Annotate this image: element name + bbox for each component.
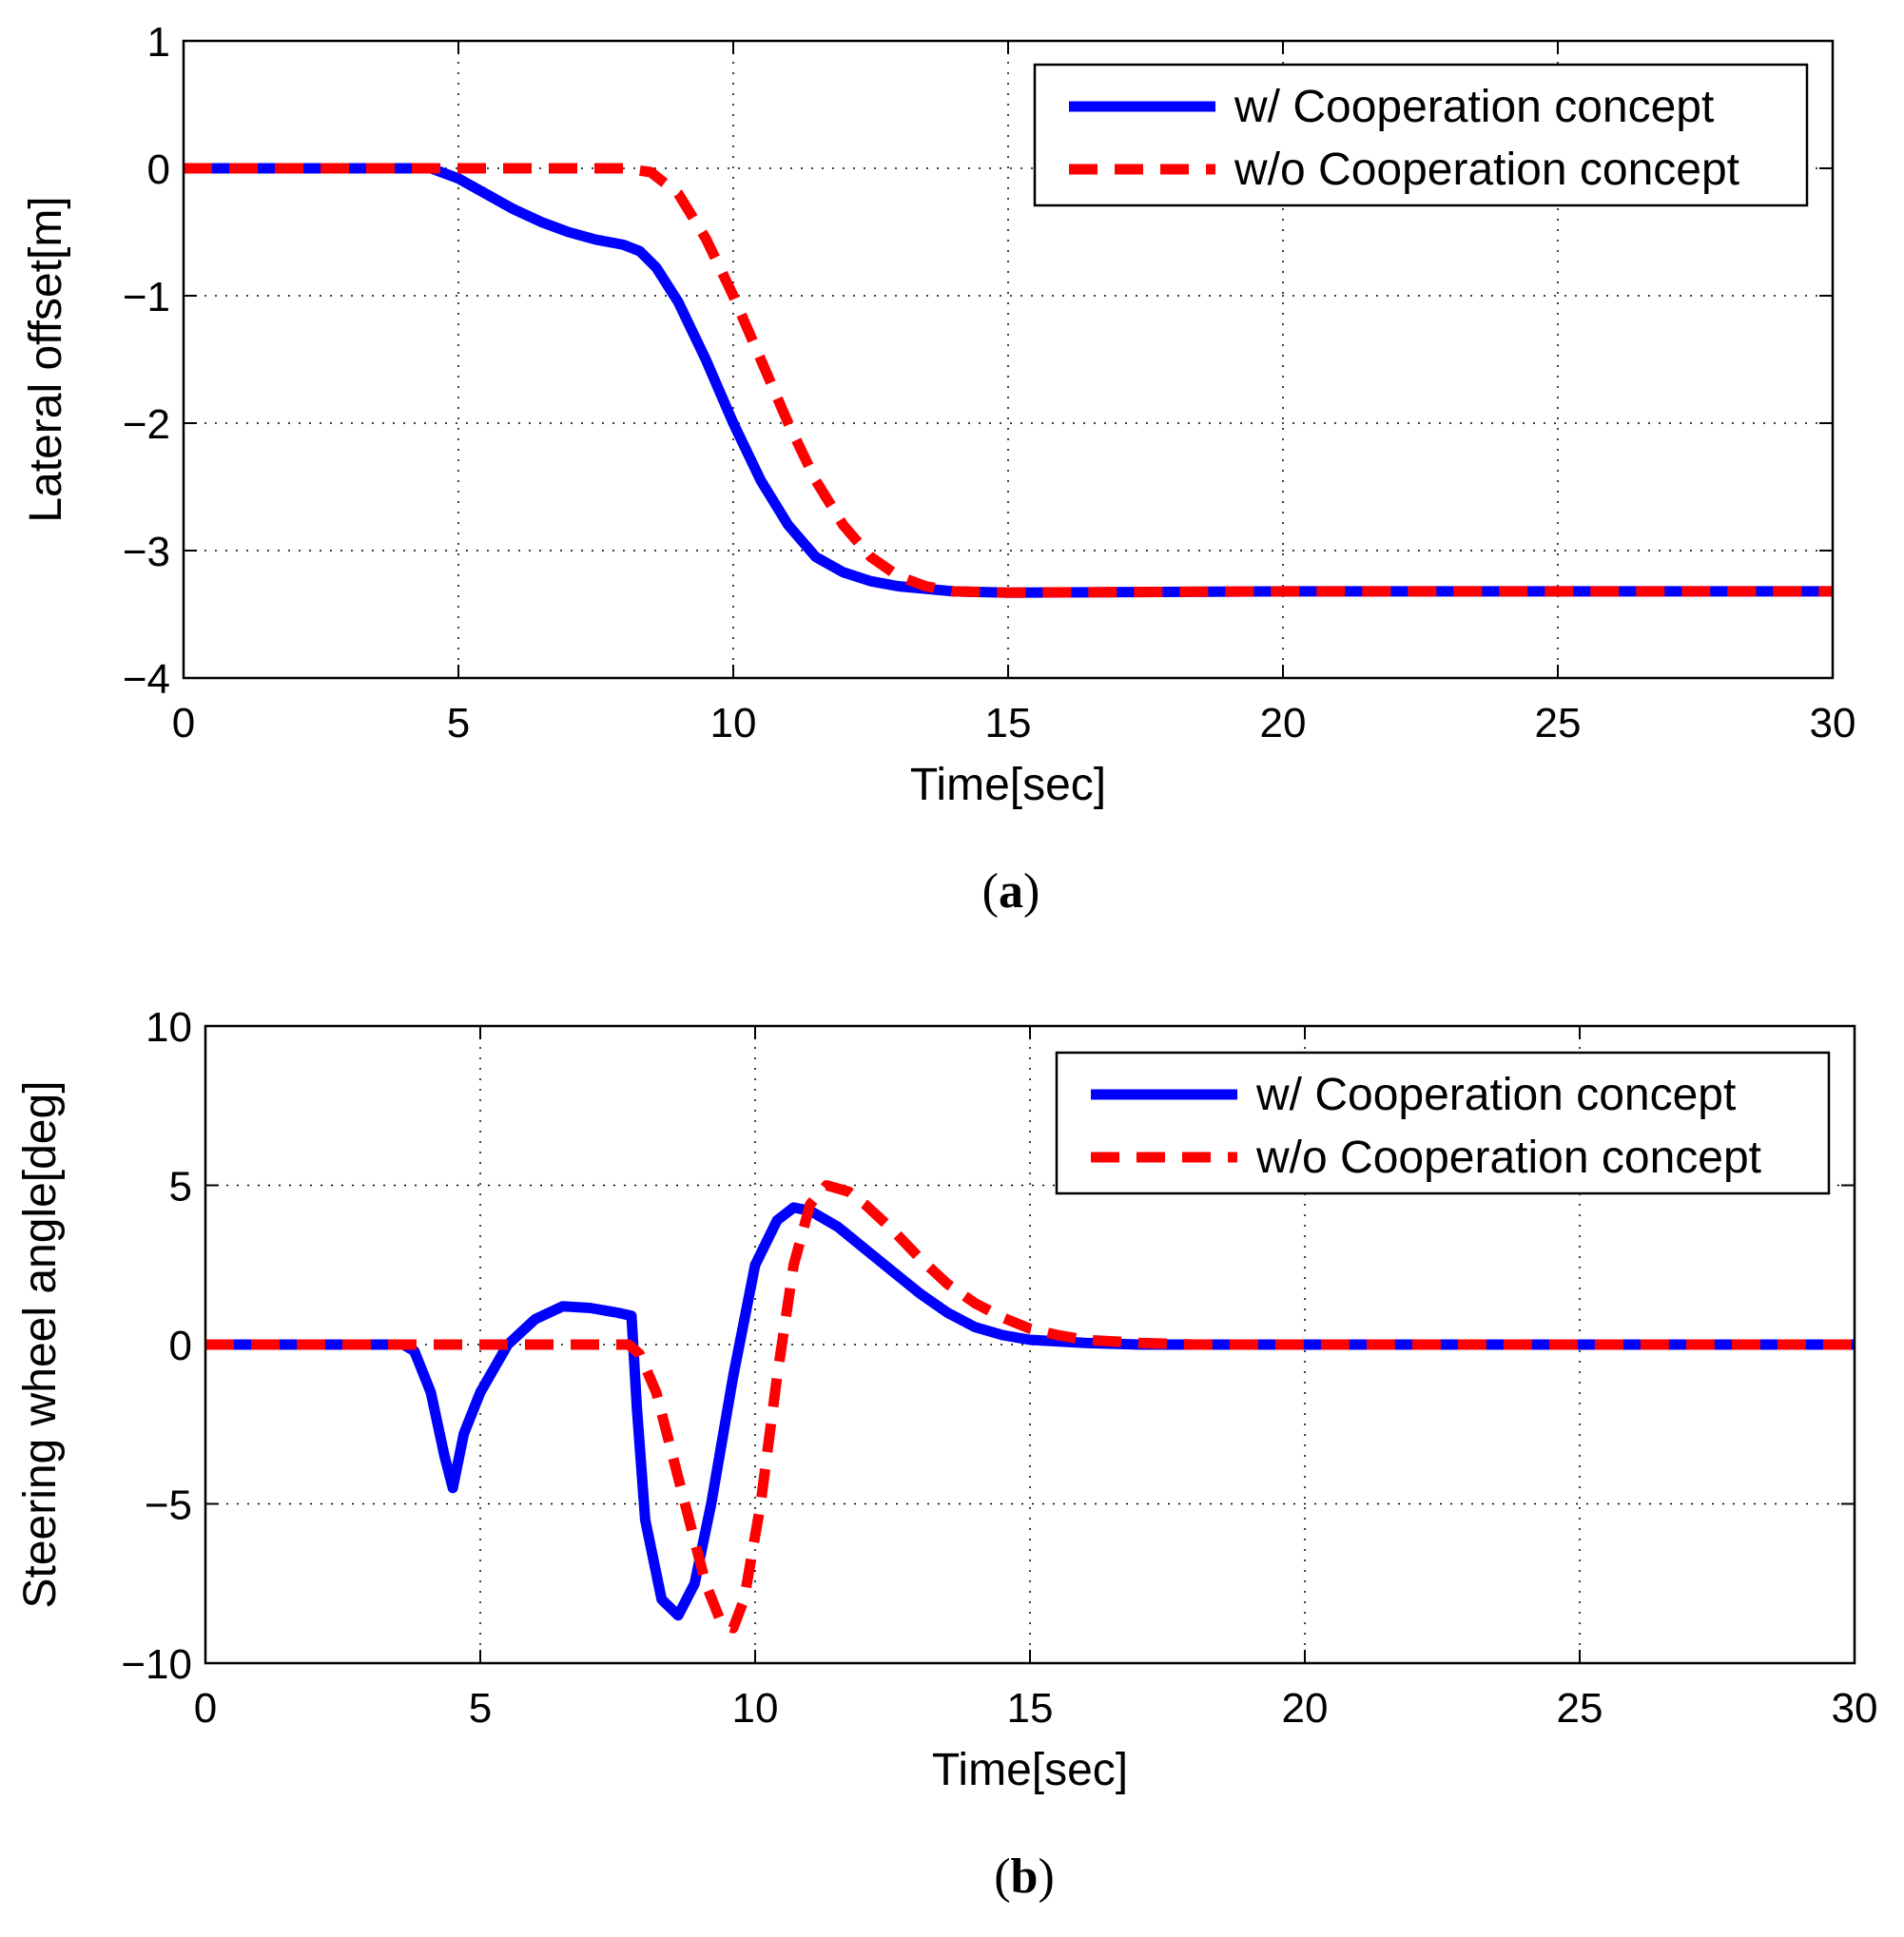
y-tick-label: 0 (147, 146, 170, 193)
y-tick-label: −1 (123, 274, 170, 320)
panel-b-steering-wheel-angle: (b) 0 5 10 15 20 25 30 −10 −5 0 5 10 Time[sec] Steeri… (15, 1004, 1877, 1904)
legend-label: w/o Cooperation concept (1255, 1133, 1761, 1183)
x-tick-label: 5 (469, 1685, 492, 1732)
y-tick-label: 0 (169, 1323, 192, 1369)
legend: w/ Cooperation concept w/o Cooperation co… (1033, 63, 1809, 207)
y-tick-label: −3 (123, 529, 170, 575)
panel-a-lateral-offset: (a) 0 5 10 15 20 25 30 −4 −3 −2 −1 0 1 Time[sec] Later… (21, 19, 1855, 919)
x-tick-label: 15 (1007, 1685, 1054, 1732)
x-tick-label: 20 (1282, 1685, 1329, 1732)
legend: w/ Cooperation concept w/o Cooperation co… (1055, 1051, 1831, 1195)
x-tick-label: 5 (447, 700, 470, 746)
legend-label: w/ Cooperation concept (1234, 82, 1714, 132)
y-tick-label: −10 (121, 1641, 192, 1688)
y-tick-label: −2 (123, 401, 170, 448)
x-tick-label: 25 (1557, 1685, 1603, 1732)
x-tick-label: 10 (732, 1685, 779, 1732)
legend-label: w/ Cooperation concept (1255, 1070, 1736, 1120)
x-tick-label: 20 (1260, 700, 1307, 746)
legend-box (1033, 63, 1809, 207)
legend-label: w/o Cooperation concept (1234, 145, 1739, 195)
series-line-without-cooperation (205, 1180, 1855, 1634)
y-axis-label: Lateral offset[m] (21, 196, 71, 522)
x-tick-label: 15 (985, 700, 1032, 746)
caption-a: (a) (982, 864, 1040, 919)
x-tick-label: 25 (1535, 700, 1582, 746)
x-axis-label: Time[sec] (932, 1745, 1128, 1795)
x-tick-label: 10 (710, 700, 757, 746)
caption-b: (b) (994, 1850, 1055, 1904)
series-line-without-cooperation (184, 163, 1833, 598)
x-axis-label: Time[sec] (910, 760, 1106, 810)
axes-box (204, 1024, 1856, 1665)
y-axis-label: Steering wheel angle[deg] (15, 1080, 66, 1608)
y-tick-label: 10 (146, 1004, 192, 1051)
y-tick-label: 1 (147, 19, 170, 66)
series-line-with-cooperation (205, 1202, 1855, 1621)
x-tick-label: 0 (172, 700, 195, 746)
y-tick-label: 5 (169, 1164, 192, 1211)
x-tick-label: 0 (194, 1685, 217, 1732)
axes-box (182, 39, 1835, 680)
y-tick-label: −4 (123, 656, 170, 703)
x-tick-label: 30 (1832, 1685, 1878, 1732)
x-tick-label: 30 (1810, 700, 1856, 746)
legend-box (1055, 1051, 1831, 1195)
y-tick-label: −5 (145, 1482, 192, 1529)
